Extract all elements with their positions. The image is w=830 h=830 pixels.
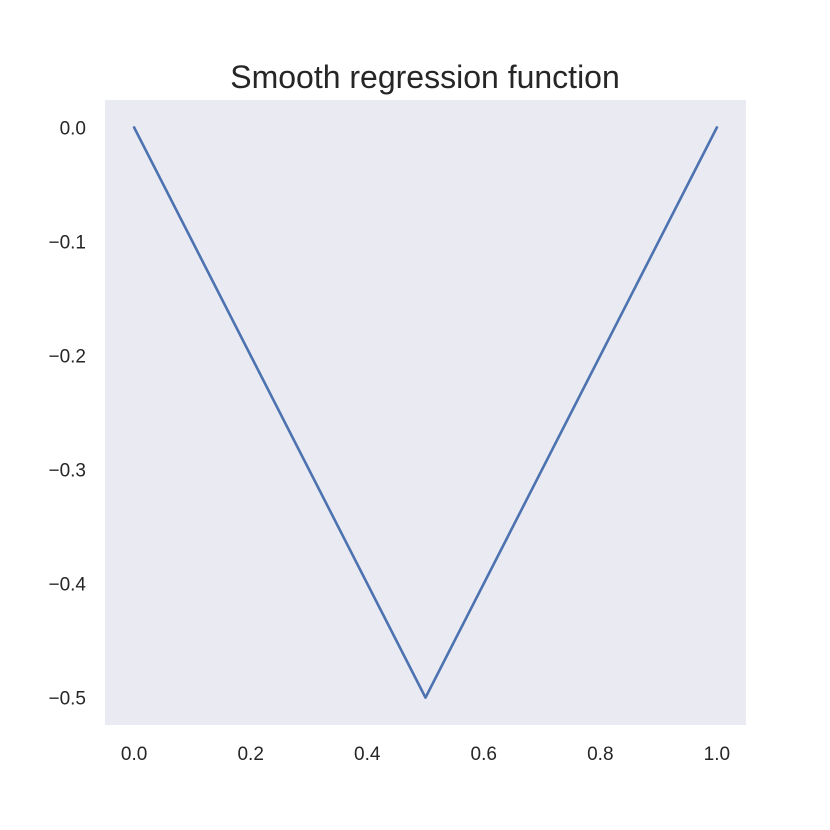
series-line: [132, 126, 719, 699]
x-tick-label: 0.8: [587, 744, 613, 765]
x-tick-label: 1.0: [704, 744, 730, 765]
y-tick-label: −0.2: [48, 346, 86, 367]
y-axis-tick-labels: 0.0 −0.1 −0.2 −0.3 −0.4 −0.5: [48, 118, 86, 709]
y-tick-label: −0.1: [48, 232, 86, 253]
x-tick-label: 0.6: [471, 744, 497, 765]
x-tick-label: 0.2: [237, 744, 263, 765]
y-tick-label: −0.3: [48, 461, 86, 482]
x-axis-tick-labels: 0.0 0.2 0.4 0.6 0.8 1.0: [121, 744, 730, 765]
y-tick-label: −0.4: [48, 575, 86, 596]
x-tick-label: 0.4: [354, 744, 381, 765]
chart-title: Smooth regression function: [230, 59, 620, 95]
x-tick-label: 0.0: [121, 744, 147, 765]
y-tick-label: 0.0: [60, 118, 86, 139]
series-layer: [132, 126, 719, 699]
y-tick-label: −0.5: [48, 689, 86, 710]
plot-area: [105, 100, 746, 725]
